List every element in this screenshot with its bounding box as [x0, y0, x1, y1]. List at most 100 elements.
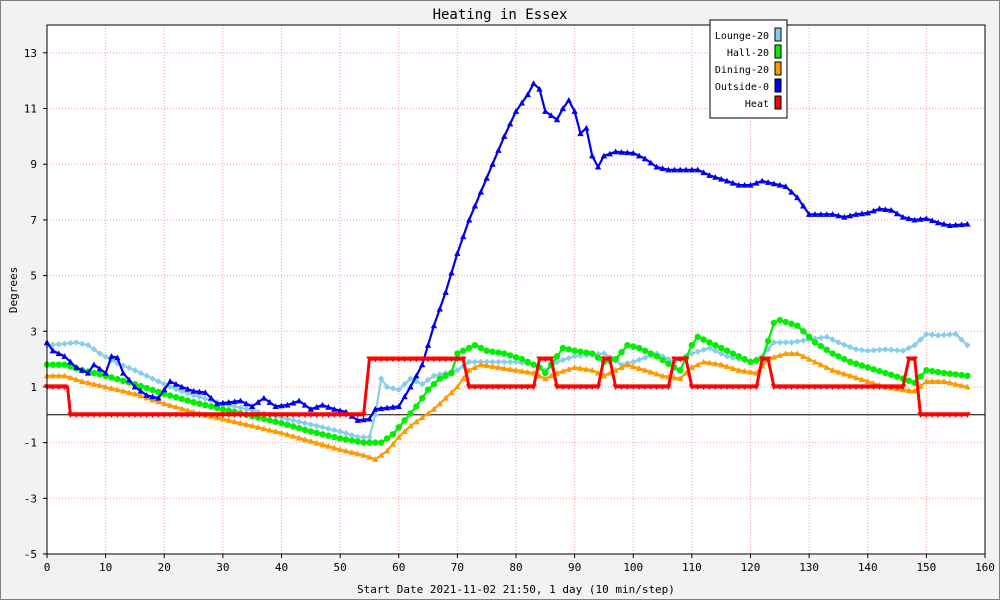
data-point	[501, 365, 508, 371]
data-point	[929, 367, 936, 375]
data-point	[829, 384, 836, 391]
data-point	[389, 403, 397, 410]
data-point	[653, 384, 660, 391]
data-point	[319, 401, 326, 408]
data-point	[495, 358, 502, 366]
data-point	[835, 384, 842, 391]
data-point	[641, 367, 649, 373]
data-point	[489, 358, 496, 366]
data-point	[161, 380, 168, 388]
data-point	[172, 412, 180, 418]
data-point	[647, 350, 655, 357]
data-point	[348, 449, 356, 455]
data-point	[202, 412, 209, 418]
data-point	[61, 361, 68, 368]
data-point	[788, 350, 795, 357]
data-point	[653, 370, 660, 377]
data-point	[905, 356, 912, 363]
data-point	[471, 358, 479, 366]
data-point	[178, 395, 186, 403]
data-point	[911, 387, 918, 394]
chart-title: Heating in Essex	[433, 7, 568, 23]
data-point	[524, 91, 531, 98]
data-point	[389, 431, 397, 438]
data-point	[794, 350, 801, 357]
data-point	[858, 384, 866, 391]
data-point	[589, 152, 596, 159]
data-point	[876, 205, 883, 212]
data-point	[78, 340, 86, 347]
data-point	[729, 350, 737, 357]
data-point	[630, 363, 637, 370]
data-point	[61, 372, 68, 379]
data-point	[835, 368, 842, 375]
data-point	[594, 354, 602, 361]
data-point	[700, 346, 707, 354]
data-point	[641, 155, 649, 162]
data-point	[964, 372, 971, 380]
data-point	[577, 352, 584, 359]
data-point	[90, 369, 98, 377]
data-point	[336, 446, 344, 453]
data-point	[143, 384, 150, 392]
data-point	[407, 422, 414, 429]
data-point	[764, 337, 772, 345]
data-point	[665, 360, 672, 367]
data-point	[817, 361, 825, 368]
data-point	[676, 356, 684, 363]
data-point	[946, 331, 954, 338]
data-point	[49, 384, 57, 391]
data-point	[348, 437, 356, 444]
data-point	[102, 383, 109, 390]
data-point	[348, 412, 356, 418]
data-point	[366, 433, 373, 441]
data-point	[653, 163, 660, 170]
data-point	[823, 211, 830, 217]
data-point	[383, 383, 391, 391]
data-point	[917, 373, 924, 380]
data-point	[184, 390, 191, 397]
legend-label: Hall-20	[727, 48, 769, 59]
data-point	[125, 376, 133, 383]
data-point	[495, 364, 502, 371]
data-point	[647, 368, 655, 375]
data-point	[794, 194, 801, 201]
data-point	[823, 333, 830, 341]
data-point	[811, 384, 819, 391]
data-point	[78, 378, 86, 384]
data-point	[864, 384, 871, 391]
data-point	[237, 419, 244, 426]
data-point	[401, 417, 408, 424]
x-tick-label: 30	[216, 561, 229, 574]
data-point	[489, 384, 496, 391]
data-point	[460, 375, 467, 382]
data-point	[659, 356, 666, 364]
data-point	[817, 384, 825, 391]
data-point	[254, 424, 262, 430]
data-point	[231, 418, 238, 425]
data-point	[454, 367, 461, 374]
data-point	[319, 431, 326, 438]
data-point	[342, 447, 350, 454]
data-point	[395, 403, 402, 409]
data-point	[213, 412, 221, 418]
data-point	[331, 412, 338, 418]
data-point	[512, 384, 520, 391]
data-point	[454, 356, 461, 363]
data-point	[331, 426, 338, 434]
data-point	[61, 384, 68, 391]
data-point	[688, 166, 696, 173]
x-tick-label: 160	[975, 561, 995, 574]
data-point	[430, 380, 438, 388]
data-point	[125, 364, 133, 372]
data-point	[542, 108, 549, 114]
data-point	[870, 366, 877, 373]
data-point	[706, 359, 713, 366]
data-point	[55, 341, 62, 348]
data-point	[243, 406, 250, 413]
series-heat	[43, 356, 971, 418]
data-point	[712, 384, 719, 391]
data-point	[764, 179, 772, 185]
data-point	[934, 332, 942, 339]
data-point	[800, 202, 807, 209]
